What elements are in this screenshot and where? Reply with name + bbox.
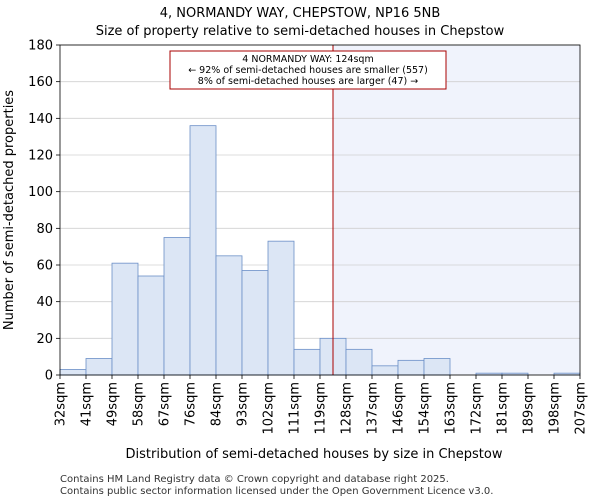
y-tick-label: 0: [45, 369, 53, 384]
annotation-frame: [169, 50, 447, 90]
bar: [345, 348, 373, 376]
y-tick-label: 180: [28, 39, 53, 54]
bar: [59, 369, 87, 376]
bar: [163, 237, 191, 376]
highlight-region: [333, 45, 580, 375]
bar: [215, 255, 243, 376]
x-tick-label: 154sqm: [418, 382, 433, 435]
bar: [267, 240, 295, 376]
y-tick-label: 60: [36, 259, 53, 274]
x-tick-label: 58sqm: [132, 382, 147, 426]
y-tick-label: 20: [36, 332, 53, 347]
x-tick-label: 41sqm: [80, 382, 95, 426]
x-tick-label: 111sqm: [288, 382, 303, 435]
annotation-line-1: 4 NORMANDY WAY: 124sqm: [242, 54, 373, 65]
bar: [371, 365, 399, 376]
y-tick-label: 40: [36, 295, 53, 310]
x-tick-label: 198sqm: [548, 382, 563, 435]
x-tick-label: 67sqm: [158, 382, 173, 426]
x-tick-label: 181sqm: [496, 382, 511, 435]
bar: [423, 358, 451, 376]
y-tick-label: 80: [36, 222, 53, 237]
annotation-line-3: 8% of semi-detached houses are larger (4…: [198, 76, 418, 87]
x-tick-label: 49sqm: [106, 382, 121, 426]
footer-line-2: Contains public sector information licen…: [60, 486, 493, 497]
x-tick-label: 146sqm: [392, 382, 407, 435]
y-tick-label: 120: [28, 149, 53, 164]
bar: [397, 359, 425, 376]
x-tick-label: 93sqm: [236, 382, 251, 426]
bar: [111, 262, 139, 376]
y-tick-label: 140: [28, 112, 53, 127]
x-tick-label: 102sqm: [262, 382, 277, 435]
bar: [293, 348, 321, 376]
bar: [137, 275, 165, 376]
x-tick-label: 207sqm: [574, 382, 589, 435]
x-axis: 32sqm 41sqm 49sqm 58sqm 67sqm 76sqm 84sqm 93sqm…: [54, 375, 589, 435]
y-tick-label: 160: [28, 75, 53, 90]
bar: [85, 358, 113, 376]
bars: [59, 125, 581, 376]
footer-line-1: Contains HM Land Registry data © Crown c…: [60, 474, 449, 485]
y-tick-label: 100: [28, 185, 53, 200]
bar: [189, 125, 217, 376]
x-tick-label: 189sqm: [522, 382, 537, 435]
annotation-line-2: ← 92% of semi-detached houses are smalle…: [188, 65, 428, 76]
x-tick-label: 119sqm: [314, 382, 329, 435]
x-tick-label: 172sqm: [470, 382, 485, 435]
x-tick-label: 32sqm: [54, 382, 69, 426]
x-tick-label: 84sqm: [210, 382, 225, 426]
plot-area: 4 NORMANDY WAY: 124sqm ← 92% of semi-det…: [59, 44, 581, 376]
chart-title: 4, NORMANDY WAY, CHEPSTOW, NP16 5NB: [160, 6, 441, 21]
bar: [241, 270, 269, 376]
x-axis-label: Distribution of semi-detached houses by …: [126, 447, 503, 462]
chart-subtitle: Size of property relative to semi-detach…: [96, 24, 505, 39]
y-axis: 0 20 40 60 80 100 120 140 160 180: [28, 39, 60, 384]
x-tick-label: 128sqm: [340, 382, 355, 435]
y-axis-label: Number of semi-detached properties: [2, 90, 17, 330]
x-tick-label: 137sqm: [366, 382, 381, 435]
annotation-box: 4 NORMANDY WAY: 124sqm ← 92% of semi-det…: [169, 50, 447, 90]
x-tick-label: 163sqm: [444, 382, 459, 435]
x-tick-label: 76sqm: [184, 382, 199, 426]
